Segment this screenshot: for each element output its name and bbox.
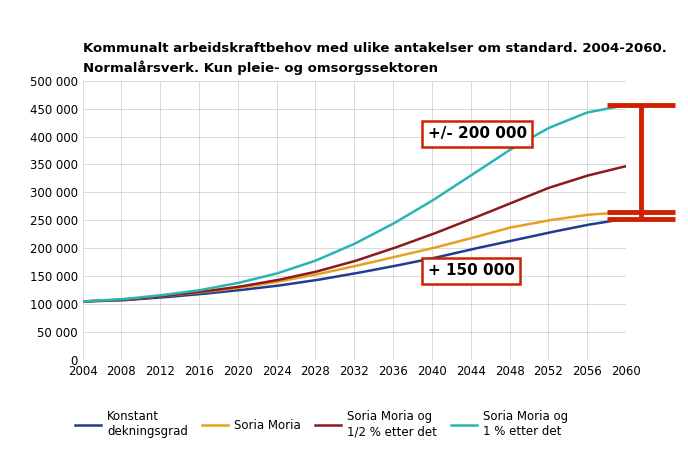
Text: +/- 200 000: +/- 200 000 [428, 126, 527, 141]
Text: + 150 000: + 150 000 [428, 263, 515, 278]
Legend: Konstant
dekningsgrad, Soria Moria, Soria Moria og
1/2 % etter det, Soria Moria : Konstant dekningsgrad, Soria Moria, Sori… [76, 410, 568, 438]
Text: Kommunalt arbeidskraftbehov med ulike antakelser om standard. 2004-2060.
Normalå: Kommunalt arbeidskraftbehov med ulike an… [83, 42, 667, 75]
